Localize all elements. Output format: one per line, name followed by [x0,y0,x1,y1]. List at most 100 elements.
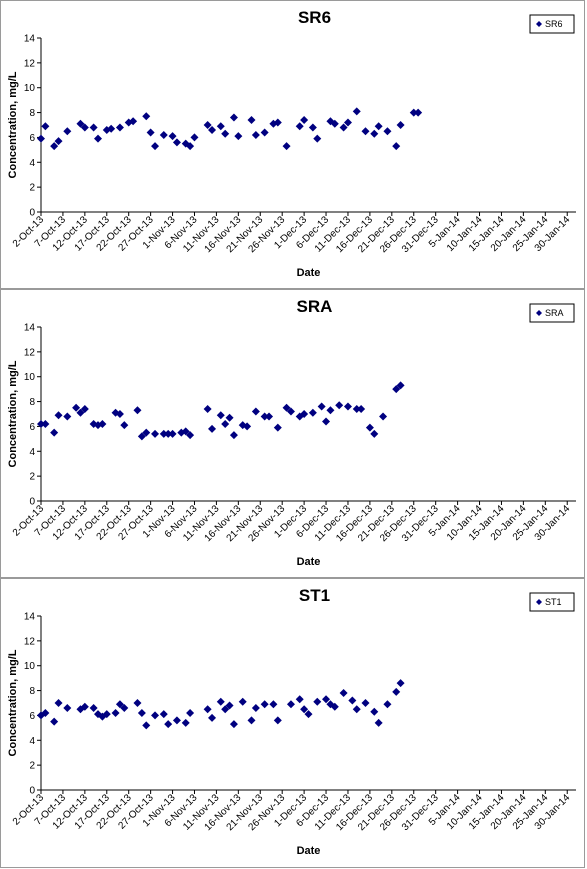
data-point [352,405,361,414]
data-point [133,406,142,415]
data-point [94,710,103,719]
data-point [63,412,72,421]
y-tick-label: 8 [29,108,35,119]
chart-title: ST1 [299,586,330,605]
data-point [142,112,151,121]
data-point [80,702,89,711]
data-point [111,708,120,717]
y-tick-label: 8 [29,397,35,408]
chart-title: SRA [297,297,333,316]
data-point [54,411,63,420]
y-tick-label: 6 [29,422,35,433]
data-point [172,716,181,725]
data-point [229,431,238,440]
data-point [203,705,212,714]
data-point [238,421,247,430]
x-axis-title: Date [297,845,321,857]
legend-marker [536,599,542,605]
data-point [80,405,89,414]
chart-svg: SRA024681012142-Oct-137-Oct-1312-Oct-131… [7,297,576,568]
data-point [94,134,103,143]
data-point [107,124,116,133]
data-point [247,716,256,725]
chart-svg: SR6024681012142-Oct-137-Oct-1312-Oct-131… [7,8,576,279]
data-point [221,705,230,714]
legend-box [529,303,575,323]
data-point [168,429,177,438]
data-point [396,679,405,688]
y-axis-title: Concentration, mg/L [7,71,19,178]
data-point [317,402,326,411]
data-point [414,108,423,117]
data-point [392,385,401,394]
data-point [102,125,111,134]
data-point [313,134,322,143]
data-point [392,687,401,696]
data-point [300,705,309,714]
data-point [225,413,234,422]
x-axis-title: Date [297,267,321,279]
data-point [120,421,129,430]
data-point [80,123,89,132]
data-point [186,142,195,151]
data-point [260,128,269,137]
data-point [352,705,361,714]
data-point [273,423,282,432]
data-point [50,428,59,437]
data-point [322,695,331,704]
data-point [295,695,304,704]
data-point [41,122,50,131]
y-tick-label: 4 [29,736,35,747]
y-tick-label: 6 [29,711,35,722]
data-point [76,119,85,128]
data-point [265,412,274,421]
data-point [339,689,348,698]
data-point [260,412,269,421]
data-point [208,125,217,134]
data-point [295,122,304,131]
data-point [54,699,63,707]
chart-title: SR6 [298,8,331,27]
data-point [379,412,388,421]
data-point [409,108,418,117]
data-point [273,716,282,725]
chart-panel-sr6: SR6 0 2 4 6 8 10 12 14 2-Oct-13 7-Oct-13 12-Oct-13 1… [0,0,585,289]
legend-marker [536,310,542,316]
y-tick-label: 10 [24,661,36,672]
data-point [330,702,339,711]
data-point [370,129,379,138]
data-point [181,427,190,436]
data-point [286,407,295,416]
data-point [37,419,45,428]
data-point [151,142,160,151]
legend-marker [536,21,542,27]
data-point [137,432,146,441]
data-point [115,123,124,132]
data-point [221,129,230,138]
data-point [221,419,230,428]
data-point [383,700,392,709]
data-point [186,431,195,440]
data-point [129,117,138,126]
data-point [238,697,247,706]
chart-svg: ST1024681012142-Oct-137-Oct-1312-Oct-131… [7,586,576,857]
data-point [304,710,313,719]
data-point [339,123,348,132]
data-point [251,130,260,139]
data-point [251,407,260,416]
data-point [216,697,225,706]
data-point [159,710,168,719]
y-tick-label: 4 [29,447,35,458]
data-point [172,138,181,147]
data-point [102,710,111,719]
legend-box [529,14,575,34]
x-axis-title: Date [297,556,321,568]
data-point [120,703,129,712]
data-point [50,142,59,151]
data-point [300,116,309,125]
data-point [251,703,260,712]
data-point [216,122,225,131]
data-point [208,424,217,433]
data-point [151,429,160,438]
data-point [308,408,317,417]
